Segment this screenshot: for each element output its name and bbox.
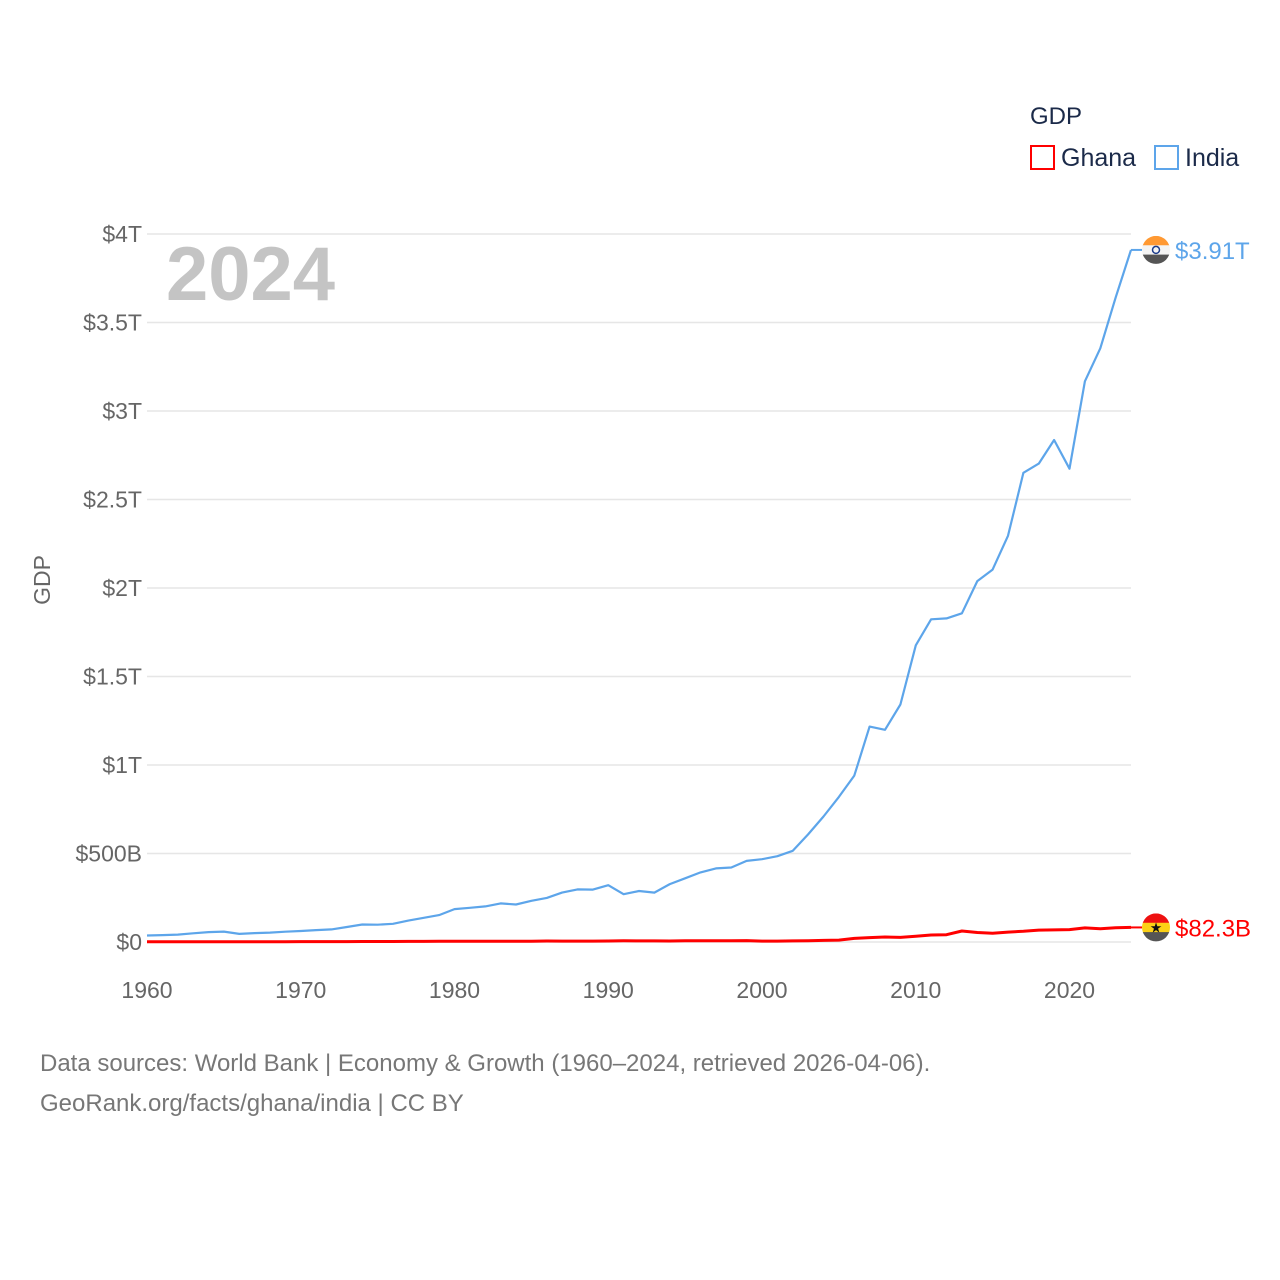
y-tick-label: $2.5T: [83, 487, 142, 513]
series-line-ghana: [147, 925, 1132, 944]
y-tick-label: $1.5T: [83, 664, 142, 690]
y-tick-label: $1T: [102, 752, 142, 778]
x-tick-label: 1980: [429, 977, 480, 1003]
source-link[interactable]: GeoRank.org/facts/ghana/india | CC BY: [40, 1090, 464, 1117]
footer: Data sources: World Bank | Economy & Gro…: [40, 1044, 930, 1124]
series-end-labels: $3.91T ★ $82.3B: [1131, 235, 1251, 942]
y-tick-label: $0: [116, 929, 142, 955]
x-tick-label: 1990: [583, 977, 634, 1003]
ghana-flag-icon: ★: [1142, 913, 1170, 942]
x-tick-label: 2010: [890, 977, 941, 1003]
india-flag-icon: [1142, 235, 1170, 264]
x-axis-ticks: 1960 1970 1980 1990 2000 2010 2020: [121, 977, 1095, 1003]
x-tick-label: 1960: [121, 977, 172, 1003]
x-tick-label: 2000: [736, 977, 787, 1003]
year-watermark: 2024: [166, 232, 335, 317]
y-axis-ticks: $0 $500B $1T $1.5T $2T $2.5T $3T $3.5T $4T: [75, 221, 142, 955]
series-lines: [146, 249, 1133, 944]
y-tick-label: $3T: [102, 398, 142, 424]
y-tick-label: $2T: [102, 575, 142, 601]
series-line-india: [146, 249, 1133, 937]
end-value-india: $3.91T: [1175, 238, 1250, 265]
grid-lines: [147, 233, 1131, 943]
legend[interactable]: GDP Ghana India: [1030, 103, 1239, 172]
svg-text:★: ★: [1150, 919, 1163, 935]
legend-swatch-ghana[interactable]: [1030, 145, 1055, 170]
legend-item-ghana[interactable]: Ghana: [1061, 144, 1136, 172]
y-tick-label: $500B: [75, 841, 142, 867]
x-tick-label: 1970: [275, 977, 326, 1003]
legend-item-india[interactable]: India: [1185, 144, 1239, 172]
legend-swatch-india[interactable]: [1154, 145, 1179, 170]
y-tick-label: $3.5T: [83, 310, 142, 336]
data-sources: Data sources: World Bank | Economy & Gro…: [40, 1050, 931, 1077]
end-value-ghana: $82.3B: [1175, 915, 1251, 942]
x-tick-label: 2020: [1044, 977, 1095, 1003]
y-axis-label: GDP: [29, 555, 55, 605]
y-tick-label: $4T: [102, 221, 142, 247]
legend-title: GDP: [1030, 103, 1082, 130]
